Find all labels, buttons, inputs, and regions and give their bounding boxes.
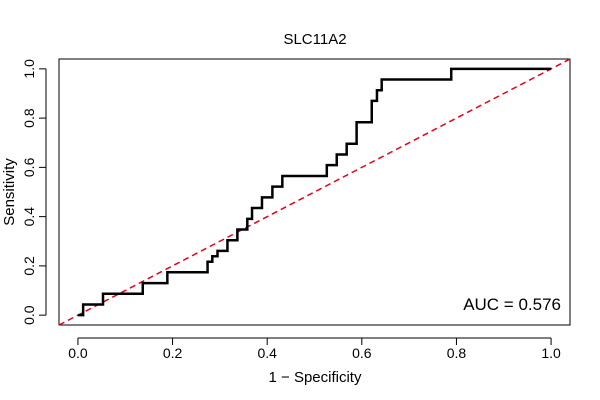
chart-title: SLC11A2 [283,31,346,48]
x-axis: 0.0 0.2 0.4 0.6 0.8 1.0 [68,337,561,361]
x-axis-label: 1 − Specificity [269,369,362,386]
roc-line-layer [77,67,552,317]
x-tick-label: 0.6 [352,345,372,361]
y-tick-label: 0.6 [21,157,37,177]
x-tick-label: 0.2 [163,345,183,361]
reference-diagonal-line [58,58,571,326]
roc-curve-line [77,67,552,317]
x-tick-label: 0.4 [257,345,277,361]
plot-area [58,58,571,326]
reference-line-layer [58,58,571,326]
y-tick-label: 0.8 [21,108,37,128]
x-tick-label: 0.0 [68,345,88,361]
plot-frame [58,58,571,326]
x-tick-label: 1.0 [541,345,561,361]
y-tick-label: 1.0 [21,59,37,79]
x-tick-label: 0.8 [447,345,467,361]
y-tick-label: 0.0 [21,305,37,325]
y-axis-label: Sensitivity [1,158,18,226]
auc-annotation: AUC = 0.576 [463,295,561,314]
y-axis: 0.0 0.2 0.4 0.6 0.8 1.0 [21,59,47,325]
y-tick-label: 0.4 [21,207,37,227]
y-tick-label: 0.2 [21,256,37,276]
